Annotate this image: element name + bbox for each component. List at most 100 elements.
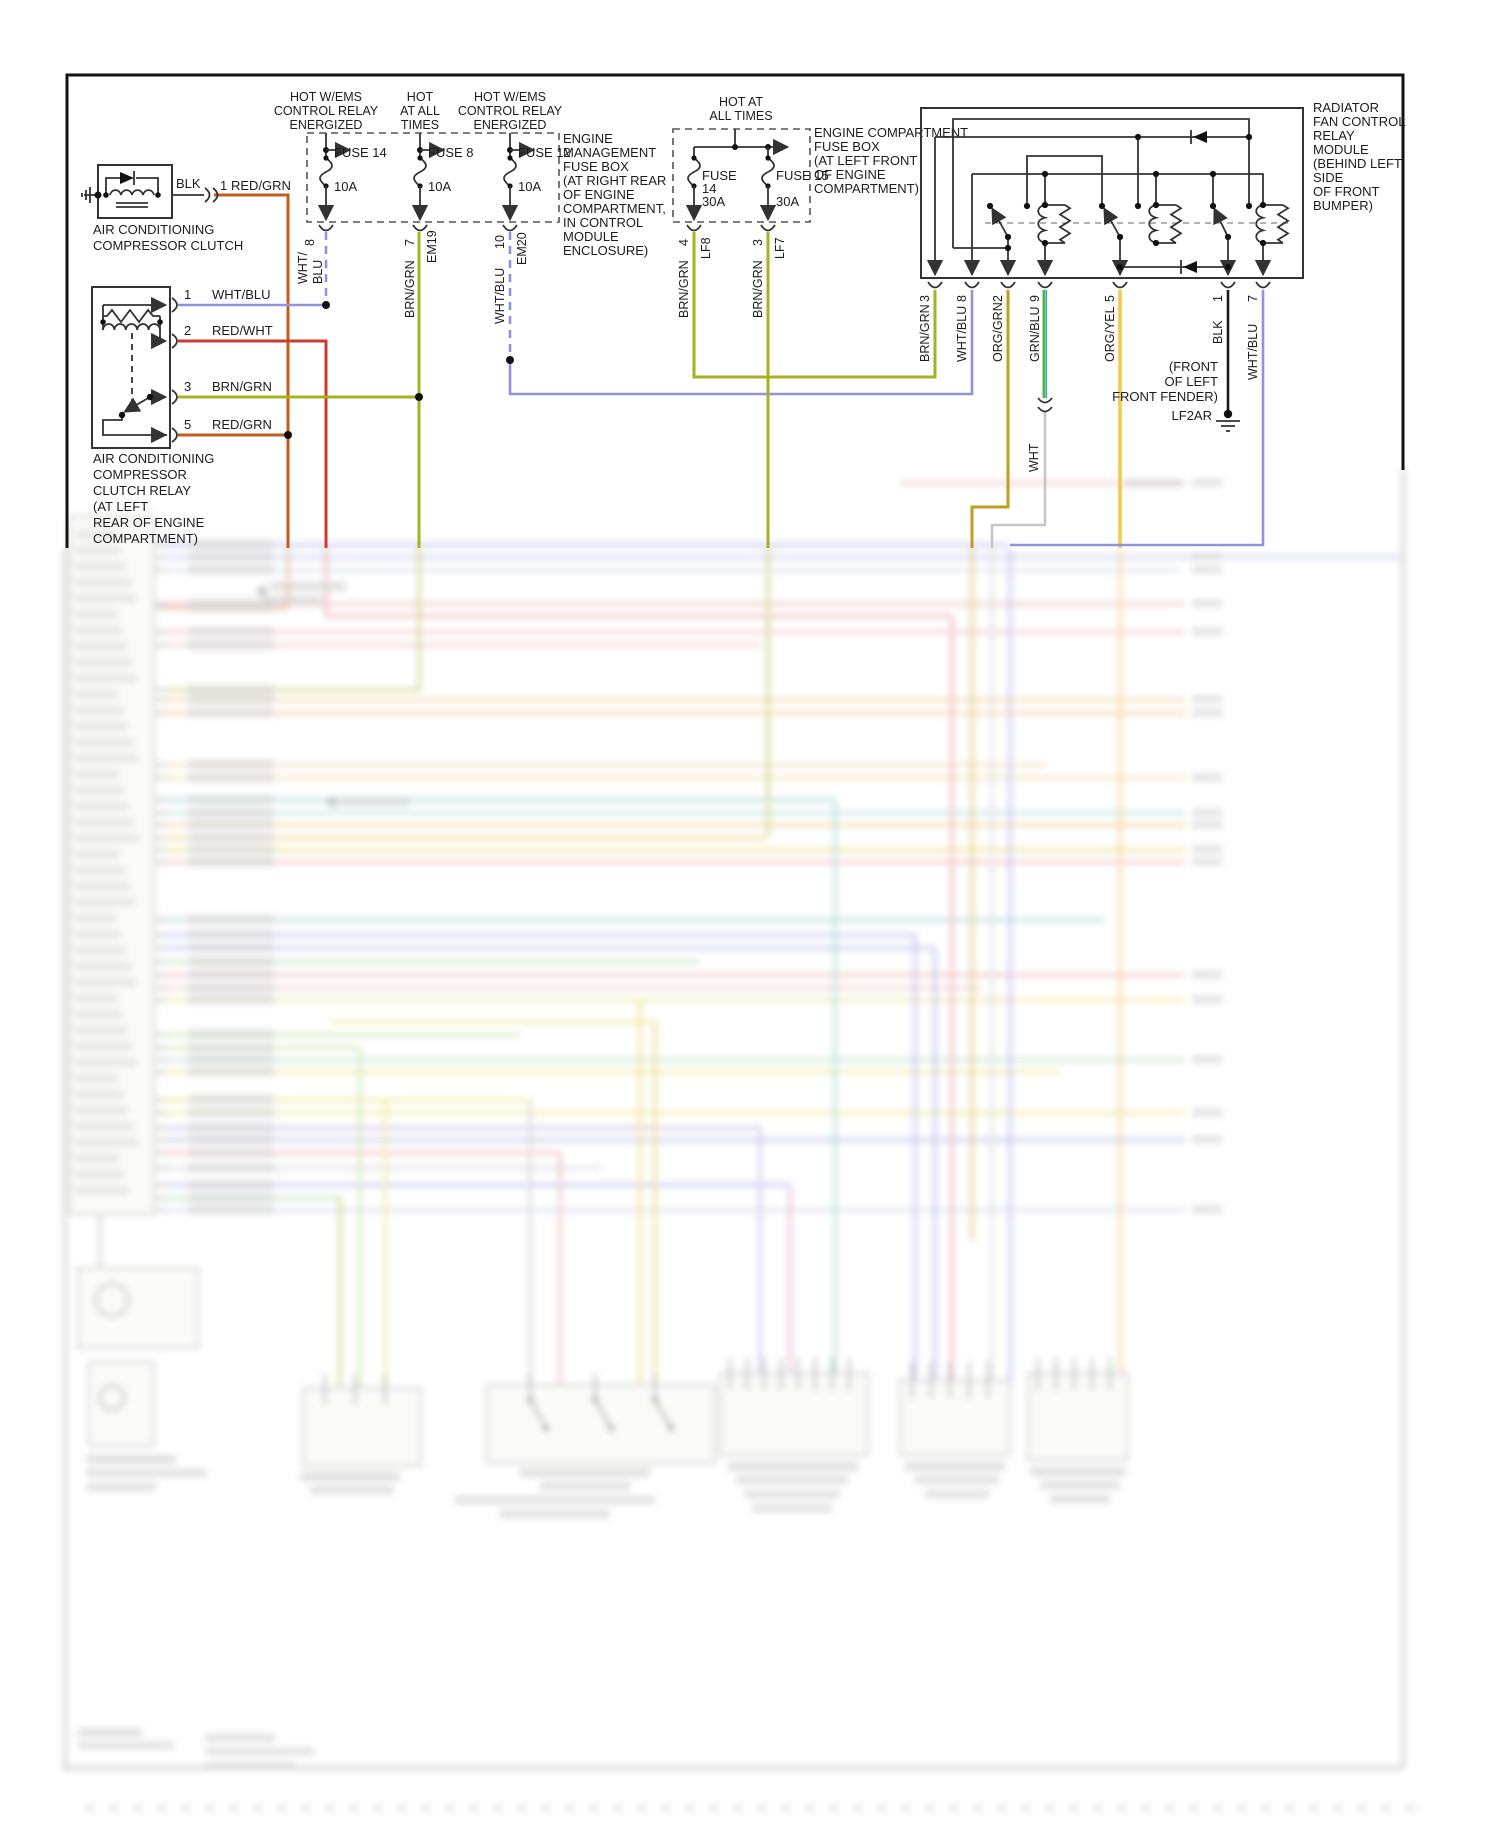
wire-name: BRN/GRN [212, 379, 272, 394]
box-caption: COMPARTMENT) [814, 181, 919, 196]
fuse-amps: 30A [702, 194, 725, 209]
feed-header: TIMES [401, 118, 439, 132]
box-caption: ENGINE COMPARTMENT [814, 125, 968, 140]
wire-name: WHT/BLU [493, 268, 507, 324]
feed-header: HOT AT [719, 95, 763, 109]
feed-header: CONTROL RELAY [274, 104, 379, 118]
wire-name: WHT/BLU [955, 306, 969, 362]
module-caption: FAN CONTROL [1313, 114, 1405, 129]
engine-management-fuse-box: HOT W/EMS CONTROL RELAY ENERGIZED HOT AT… [274, 90, 666, 324]
fuse-label: FUSE 15 [776, 168, 829, 183]
fuse-amps: 10A [428, 179, 451, 194]
fuse-amps: 10A [334, 179, 357, 194]
box-caption: MANAGEMENT [563, 145, 656, 160]
wire-label-red-grn: RED/GRN [231, 178, 291, 193]
box-caption: IN CONTROL [563, 215, 643, 230]
box-caption: ENCLOSURE) [563, 243, 648, 258]
component-caption: CLUTCH RELAY [93, 483, 191, 498]
net-name: LF7 [773, 237, 787, 259]
ac-compressor-clutch: BLK 1 RED/GRN AIR CONDITIONING COMPRESSO… [81, 164, 291, 253]
box-caption: FUSE BOX [814, 139, 880, 154]
wire-name: BRN/GRN [403, 260, 417, 318]
pin-number: 5 [1103, 295, 1117, 302]
pin-number: 1 [184, 287, 191, 302]
ground-net: LF2AR [1172, 408, 1212, 423]
wire-name: BRN/GRN [751, 260, 765, 318]
feed-header: ENERGIZED [474, 118, 547, 132]
pin-number: 7 [1246, 295, 1260, 302]
module-caption: MODULE [1313, 142, 1369, 157]
module-caption: BUMPER) [1313, 198, 1373, 213]
component-caption: AIR CONDITIONING [93, 222, 214, 237]
wire-wht [990, 412, 1047, 548]
wire-name: BLU [311, 260, 325, 284]
wire-name: RED/GRN [212, 417, 272, 432]
blurred-lower-diagram [60, 460, 1440, 1812]
page-border [65, 73, 1405, 548]
component-caption: COMPARTMENT) [93, 531, 198, 546]
ground-lf2ar: LF2AR (FRONT OF LEFT FRONT FENDER) [1112, 359, 1240, 432]
wire-org-grn [970, 290, 1010, 548]
pin-number: 5 [184, 417, 191, 432]
component-caption: (AT LEFT [93, 499, 148, 514]
pin-number: 8 [955, 295, 969, 302]
pin-number: 2 [991, 295, 1005, 302]
box-caption: (AT RIGHT REAR [563, 173, 666, 188]
pin-number: 4 [677, 239, 691, 246]
wire-name: ORG/GRN [991, 302, 1005, 362]
ground-caption: FRONT FENDER) [1112, 389, 1218, 404]
feed-header: HOT [407, 90, 434, 104]
pin-number: 10 [493, 235, 507, 249]
wire-name: RED/WHT [212, 323, 273, 338]
feed-header: ENERGIZED [290, 118, 363, 132]
fuse-label: FUSE 14 [334, 145, 387, 160]
feed-header: AT ALL [400, 104, 440, 118]
box-caption: MODULE [563, 229, 619, 244]
component-caption: COMPRESSOR [93, 467, 187, 482]
fuse-amps: 10A [518, 179, 541, 194]
box-caption: OF ENGINE [814, 167, 886, 182]
wire-name-wht: WHT [1027, 443, 1041, 472]
wire-name: ORG/YEL [1103, 306, 1117, 362]
pin-label: 1 [220, 178, 227, 193]
radiator-fan-control-relay-module: 3 BRN/GRN 8 WHT/BLU 2 ORG/GRN 9 GRN/BLU … [918, 100, 1405, 472]
fuse-amps: 30A [776, 194, 799, 209]
wire-label-blk: BLK [176, 176, 201, 191]
feed-header: CONTROL RELAY [458, 104, 563, 118]
wire-name: WHT/ [296, 252, 310, 284]
box-caption: ENGINE [563, 131, 613, 146]
fuse-label: FUSE 12 [518, 145, 571, 160]
net-name: EM19 [425, 230, 439, 263]
pin-number: 8 [303, 239, 317, 246]
wire-name: BLK [1211, 320, 1225, 344]
net-name: EM20 [515, 232, 529, 265]
pin-number: 1 [1211, 295, 1225, 302]
box-caption: (AT LEFT FRONT [814, 153, 917, 168]
module-caption: (BEHIND LEFT [1313, 156, 1402, 171]
component-caption: AIR CONDITIONING [93, 451, 214, 466]
module-caption: RADIATOR [1313, 100, 1379, 115]
pin-number: 3 [918, 295, 932, 302]
pin-number: 9 [1028, 295, 1042, 302]
wire-red-wht [178, 339, 328, 548]
module-caption: OF FRONT [1313, 184, 1379, 199]
component-caption: REAR OF ENGINE [93, 515, 205, 530]
wire-name: WHT/BLU [1246, 324, 1260, 380]
wires [178, 193, 1265, 548]
pin-number: 3 [751, 239, 765, 246]
feed-header: HOT W/EMS [290, 90, 362, 104]
component-caption: COMPRESSOR CLUTCH [93, 238, 243, 253]
box-caption: COMPARTMENT, [563, 201, 666, 216]
box-caption: OF ENGINE [563, 187, 635, 202]
wire-name: WHT/BLU [212, 287, 271, 302]
wire-name: BRN/GRN [677, 260, 691, 318]
pin-number: 3 [184, 379, 191, 394]
feed-header: HOT W/EMS [474, 90, 546, 104]
box-caption: FUSE BOX [563, 159, 629, 174]
net-name: LF8 [699, 237, 713, 259]
engine-compartment-fuse-box: HOT AT ALL TIMES FUSE 14 30A FUSE 15 30A… [672, 95, 968, 318]
fuse-label: FUSE 8 [428, 145, 474, 160]
fuse-label: FUSE [702, 168, 737, 183]
